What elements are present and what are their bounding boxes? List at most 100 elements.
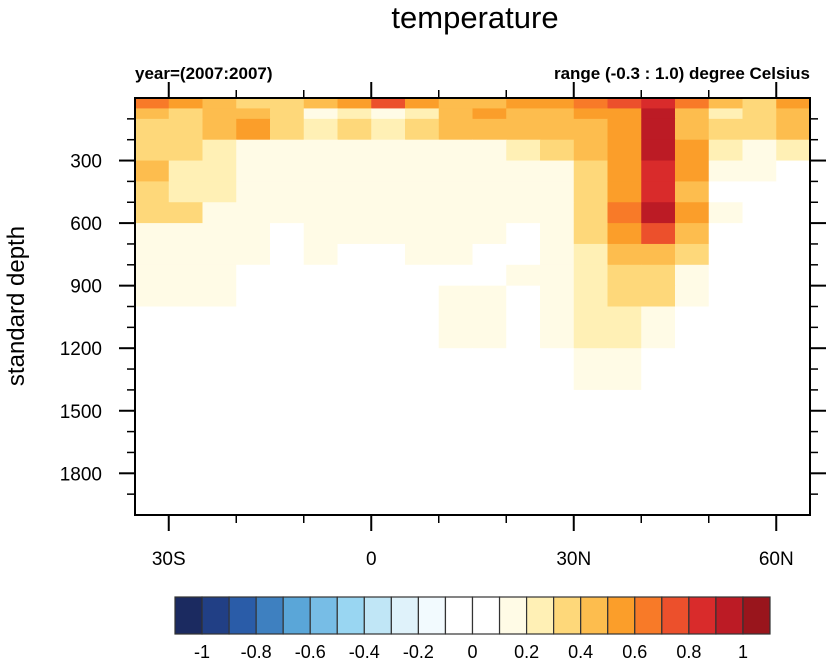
heatmap-cell xyxy=(607,98,642,109)
heatmap-cell xyxy=(135,306,170,349)
heatmap-cell xyxy=(540,243,575,266)
heatmap-cell xyxy=(236,431,271,474)
heatmap-cell xyxy=(168,389,203,433)
heatmap-cell xyxy=(236,181,271,203)
heatmap-cell xyxy=(270,243,305,266)
heatmap-cell xyxy=(540,108,575,120)
colorbar-box xyxy=(282,596,311,635)
heatmap-cell xyxy=(506,108,541,120)
heatmap-cell xyxy=(675,285,710,307)
heatmap-cell xyxy=(540,348,575,391)
heatmap-cell xyxy=(168,264,203,287)
heatmap-cell xyxy=(303,160,338,182)
heatmap-cell xyxy=(405,181,440,203)
heatmap-cell xyxy=(270,264,305,287)
heatmap-cell xyxy=(506,202,541,224)
heatmap-cell xyxy=(202,160,237,182)
heatmap-cell xyxy=(472,202,507,224)
heatmap-cell xyxy=(236,118,271,141)
heatmap-cell xyxy=(202,348,237,391)
heatmap-cell xyxy=(742,139,777,162)
heatmap-cell xyxy=(371,202,406,224)
colorbar-box xyxy=(228,596,257,635)
heatmap-cell xyxy=(236,243,271,266)
heatmap-cell xyxy=(438,243,473,266)
heatmap-cell xyxy=(270,98,305,109)
heatmap-cell xyxy=(607,306,642,349)
heatmap-cell xyxy=(776,98,811,109)
heatmap-cell xyxy=(438,202,473,224)
heatmap-cell xyxy=(607,139,642,162)
heatmap-cell xyxy=(607,285,642,307)
heatmap-cell xyxy=(641,118,676,141)
heatmap-cell xyxy=(303,389,338,433)
heatmap-cell xyxy=(168,306,203,349)
heatmap-cell xyxy=(742,243,777,266)
heatmap-cell xyxy=(236,306,271,349)
heatmap-cell xyxy=(472,139,507,162)
heatmap-cell xyxy=(438,181,473,203)
chart-title: temperature xyxy=(391,0,558,35)
y-tick-label: 1200 xyxy=(60,339,102,360)
heatmap-cell xyxy=(573,223,608,245)
colorbar-label: -0.8 xyxy=(241,642,272,662)
heatmap-cell xyxy=(438,223,473,245)
heatmap-cell xyxy=(236,108,271,120)
colorbar-box xyxy=(363,596,392,635)
heatmap-cell xyxy=(708,306,743,349)
heatmap-cell xyxy=(708,98,743,109)
heatmap-cell xyxy=(675,98,710,109)
heatmap-cell xyxy=(135,389,170,433)
heatmap-cell xyxy=(135,264,170,287)
heatmap-cell xyxy=(607,181,642,203)
heatmap-cell xyxy=(135,473,170,516)
heatmap-cell xyxy=(675,139,710,162)
heatmap-cell xyxy=(236,98,271,109)
heatmap-cell xyxy=(506,160,541,182)
heatmap-cell xyxy=(337,202,372,224)
colorbar-label: -0.2 xyxy=(403,642,434,662)
heatmap-cell xyxy=(202,181,237,203)
heatmap-cell xyxy=(776,431,811,474)
heatmap-cell xyxy=(405,285,440,307)
heatmap-cell xyxy=(708,202,743,224)
heatmap-cell xyxy=(236,223,271,245)
heatmap-cell xyxy=(202,306,237,349)
heatmap-cell xyxy=(708,139,743,162)
heatmap-cell xyxy=(506,306,541,349)
heatmap-cell xyxy=(202,118,237,141)
colorbar-box xyxy=(174,596,203,635)
heatmap-cell xyxy=(708,243,743,266)
heatmap-cell xyxy=(303,108,338,120)
heatmap-cell xyxy=(641,306,676,349)
heatmap-cell xyxy=(675,108,710,120)
heatmap-cell xyxy=(135,118,170,141)
colorbar-box xyxy=(255,596,284,635)
heatmap-cell xyxy=(573,389,608,433)
heatmap-cell xyxy=(675,306,710,349)
heatmap-cell xyxy=(472,98,507,109)
heatmap-cell xyxy=(641,98,676,109)
heatmap-cell xyxy=(641,223,676,245)
heatmap-cell xyxy=(270,160,305,182)
heatmap-cell xyxy=(371,108,406,120)
heatmap-cell xyxy=(135,285,170,307)
heatmap-cell xyxy=(371,98,406,109)
heatmap-cell xyxy=(168,285,203,307)
heatmap-cell xyxy=(607,243,642,266)
heatmap-cell xyxy=(438,160,473,182)
heatmap-cell xyxy=(270,202,305,224)
heatmap-cell xyxy=(371,160,406,182)
heatmap-cell xyxy=(337,264,372,287)
heatmap-cell xyxy=(641,243,676,266)
heatmap-cell xyxy=(303,348,338,391)
colorbar-box xyxy=(471,596,501,635)
heatmap-cell xyxy=(573,202,608,224)
x-tick-label: 60N xyxy=(759,549,794,570)
heatmap-cell xyxy=(506,181,541,203)
heatmap-cell xyxy=(371,264,406,287)
heatmap-cell xyxy=(303,473,338,516)
heatmap-cells xyxy=(135,98,811,516)
heatmap-cell xyxy=(405,139,440,162)
heatmap-cell xyxy=(303,118,338,141)
